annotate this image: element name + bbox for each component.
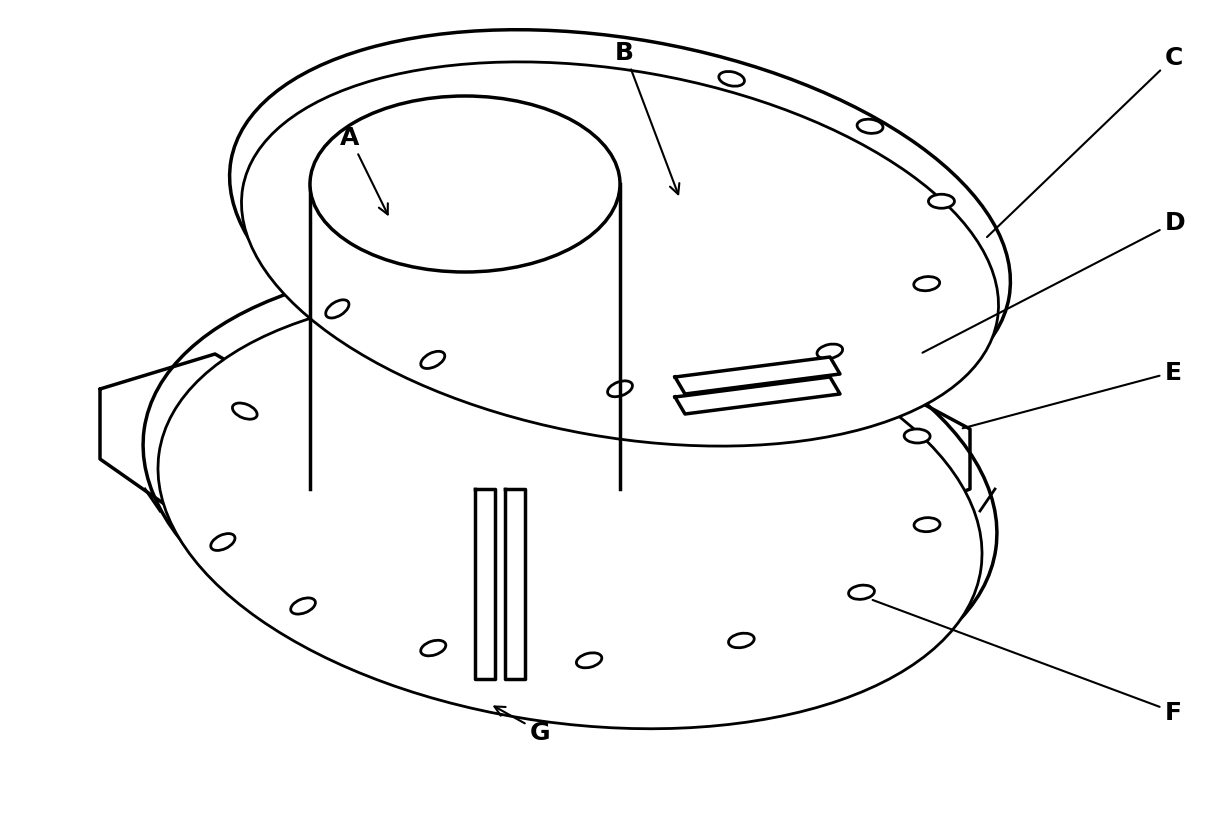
Ellipse shape [904, 429, 930, 443]
Ellipse shape [143, 264, 997, 715]
Ellipse shape [538, 311, 563, 326]
Ellipse shape [158, 294, 982, 729]
Polygon shape [505, 490, 525, 679]
Ellipse shape [857, 120, 884, 134]
Text: A: A [340, 126, 387, 215]
Ellipse shape [719, 72, 744, 87]
Ellipse shape [929, 195, 954, 209]
Text: G: G [495, 707, 551, 744]
Ellipse shape [914, 518, 940, 532]
Ellipse shape [326, 301, 349, 319]
Ellipse shape [848, 586, 875, 600]
Ellipse shape [232, 404, 257, 419]
Ellipse shape [291, 598, 315, 614]
Ellipse shape [818, 345, 843, 360]
Text: C: C [987, 46, 1183, 238]
Polygon shape [475, 490, 495, 679]
Text: D: D [923, 210, 1185, 353]
Ellipse shape [310, 97, 620, 273]
Ellipse shape [210, 534, 235, 551]
Ellipse shape [914, 277, 940, 292]
Text: E: E [963, 360, 1182, 429]
Polygon shape [675, 378, 840, 414]
Ellipse shape [824, 365, 851, 380]
Ellipse shape [420, 640, 446, 656]
Polygon shape [675, 358, 840, 395]
Text: F: F [873, 600, 1182, 724]
Text: B: B [615, 41, 679, 195]
Ellipse shape [577, 653, 601, 668]
Ellipse shape [694, 324, 720, 337]
Ellipse shape [420, 352, 445, 369]
Ellipse shape [242, 63, 998, 446]
Ellipse shape [728, 633, 754, 648]
Ellipse shape [386, 331, 412, 346]
Ellipse shape [607, 382, 633, 397]
Ellipse shape [230, 30, 1011, 429]
